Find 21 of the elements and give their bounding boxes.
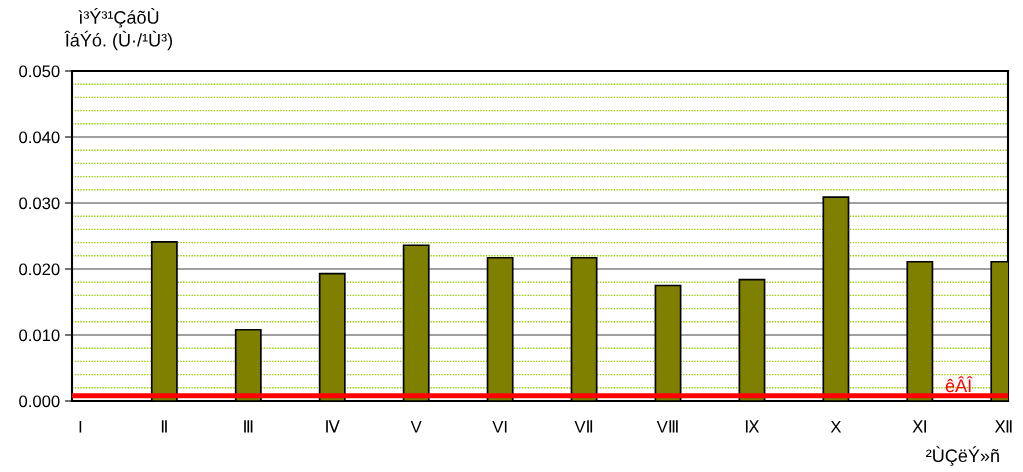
y-tick-label: 0.040 [19, 131, 60, 144]
y-tick-label: 0.020 [19, 263, 60, 276]
x-tick-label: V [410, 421, 422, 433]
y-tick-label: 0.030 [19, 197, 60, 210]
x-tick-label: VI [492, 421, 507, 433]
x-tick-label: Ⅻ [994, 420, 1012, 433]
x-tick-label: Ⅲ [244, 420, 253, 433]
x-tick-label: Ⅺ [912, 420, 926, 433]
x-tick-label: Ⅳ [326, 420, 340, 433]
y-tick-label: 0.010 [19, 329, 60, 342]
y-tick-label: 0.000 [19, 395, 60, 408]
x-tick-label: I [79, 421, 82, 433]
x-tick-label: X [830, 421, 842, 433]
x-tick-label: VⅢ [656, 420, 678, 433]
x-tick-label: VⅡ [574, 420, 593, 433]
x-tick-label: Ⅱ [161, 420, 167, 433]
y-tick-label: 0.050 [19, 65, 60, 78]
y-axis-title: ì³Ý³¹ÇáõÙ ÎáÝó. (Ù·/¹Ù³) [64, 8, 173, 51]
ref-line-label: êÂÎ [945, 376, 973, 393]
x-tick-label: Ⅸ [745, 420, 760, 433]
x-axis-title: ²ÙÇëÝ»ñ [926, 446, 999, 466]
